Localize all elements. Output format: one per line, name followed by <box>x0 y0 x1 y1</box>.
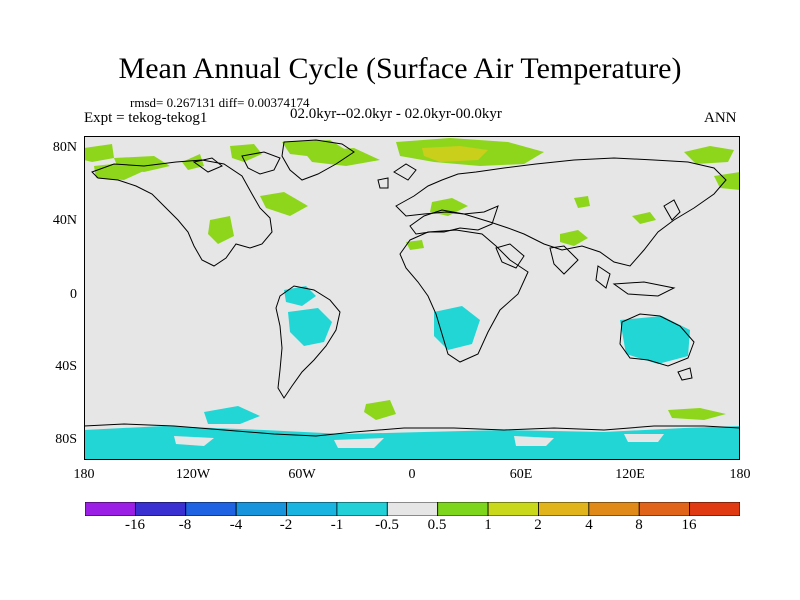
warm-anomaly-shading <box>84 138 740 420</box>
colorbar-swatch <box>85 502 136 516</box>
colorbar-label: 8 <box>635 517 643 533</box>
colorbar-label: 16 <box>681 517 697 533</box>
rmsd-diff-stats: rmsd= 0.267131 diff= 0.00374174 <box>130 95 310 110</box>
season-label: ANN <box>704 110 737 126</box>
lon-label-120w: 120W <box>175 467 211 482</box>
snow-patches <box>174 434 664 448</box>
world-map <box>84 136 740 460</box>
colorbar-label: -8 <box>178 517 192 533</box>
colorbar-label: -16 <box>125 517 145 533</box>
colorbar-label: 0.5 <box>427 517 447 533</box>
lon-label-0: 0 <box>408 467 416 482</box>
colorbar-label: 1 <box>484 517 492 533</box>
lat-label-80s: 80S <box>55 432 77 447</box>
colorbar-label: -0.5 <box>375 517 399 533</box>
lon-label-60w: 60W <box>288 467 316 482</box>
strong-warm-anomaly-shading <box>422 146 488 162</box>
lon-label-60e: 60E <box>509 467 533 482</box>
colorbar-label: 2 <box>534 517 542 533</box>
colorbar-swatch <box>487 502 539 516</box>
lat-label-40n: 40N <box>52 213 77 228</box>
lon-label-180w: 180 <box>73 467 95 482</box>
colorbar-swatch <box>185 502 237 516</box>
lat-label-0: 0 <box>70 287 77 302</box>
cool-anomaly-shading <box>84 286 740 460</box>
map-background <box>84 136 740 460</box>
colorbar-swatch <box>638 502 691 516</box>
experiment-label: Expt = tekog-tekog1 <box>84 110 208 126</box>
colorbar-label: -2 <box>279 517 293 533</box>
colorbar-label: -1 <box>330 517 344 533</box>
lat-label-80n: 80N <box>52 140 77 155</box>
map-frame <box>84 136 740 460</box>
colorbar-boxes <box>85 502 740 516</box>
colorbar-swatch <box>689 502 740 516</box>
colorbar-swatch <box>437 502 489 516</box>
colorbar-swatch <box>386 502 439 516</box>
colorbar-swatch <box>134 502 187 516</box>
colorbar-swatch <box>538 502 590 516</box>
colorbar <box>85 502 740 516</box>
lat-label-40s: 40S <box>55 359 77 374</box>
colorbar-swatch <box>286 502 338 516</box>
colorbar-label: 4 <box>585 517 593 533</box>
colorbar-swatch <box>588 502 640 516</box>
colorbar-swatch <box>235 502 287 516</box>
map-panel <box>84 136 740 460</box>
colorbar-label: -4 <box>229 517 243 533</box>
lon-label-180e: 180 <box>729 467 751 482</box>
lon-label-120e: 120E <box>615 467 645 482</box>
coastlines <box>84 139 740 437</box>
colorbar-swatch <box>336 502 388 516</box>
map-title: Mean Annual Cycle (Surface Air Temperatu… <box>118 52 682 85</box>
period-label: 02.0kyr--02.0kyr - 02.0kyr-00.0kyr <box>290 106 502 122</box>
